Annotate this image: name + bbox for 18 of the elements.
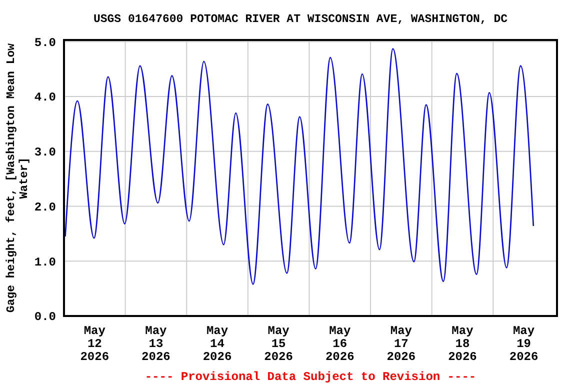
x-tick-label: May 18 2026 xyxy=(448,324,477,364)
y-tick-label: 2.0 xyxy=(34,200,56,214)
x-tick-label: May 16 2026 xyxy=(325,324,354,364)
y-tick-label: 1.0 xyxy=(34,255,56,270)
chart-title: USGS 01647600 POTOMAC RIVER AT WISCONSIN AVE, WASHINGTON, DC xyxy=(93,13,508,26)
y-tick-label: 0.0 xyxy=(34,310,56,324)
x-tick-label: May 12 2026 xyxy=(80,324,110,364)
y-tick-label: 3.0 xyxy=(34,146,56,160)
x-tick-label: May 17 2026 xyxy=(386,324,416,364)
y-axis-title: Gage height, feet, [Washington Mean Low Water] xyxy=(5,43,31,313)
line-series xyxy=(64,48,534,285)
y-tick-label: 5.0 xyxy=(34,36,56,50)
text: ---- Provisional Data Subject to Revision ---- xyxy=(144,370,476,384)
x-tick-label: May 19 2026 xyxy=(509,324,538,364)
x-tick-label: May 15 2026 xyxy=(264,324,293,364)
x-tick-label: May 14 2026 xyxy=(202,324,232,364)
x-tick-label: May 13 2026 xyxy=(142,324,170,364)
y-tick-label: 4.0 xyxy=(34,90,56,105)
